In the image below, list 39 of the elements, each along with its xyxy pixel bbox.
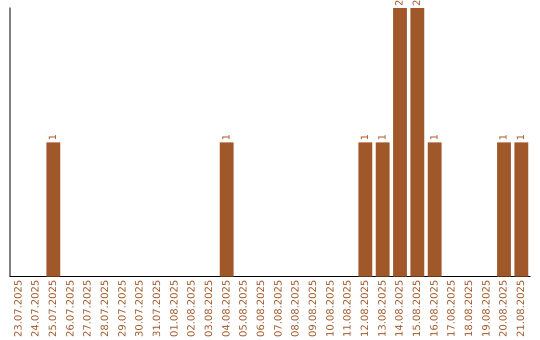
x-tick-label: 18.08.2025 (464, 280, 475, 338)
x-tick-label: 29.07.2025 (117, 280, 128, 338)
x-tick-label: 13.08.2025 (377, 280, 388, 338)
data-label: 1 (516, 134, 527, 140)
x-tick-label: 28.07.2025 (100, 280, 111, 338)
x-tick-label: 14.08.2025 (394, 280, 406, 338)
x-tick-label: 02.08.2025 (186, 280, 198, 338)
data-label: 1 (221, 134, 232, 140)
x-tick-label: 26.07.2025 (65, 280, 76, 338)
x-tick-label: 17.08.2025 (446, 280, 458, 338)
x-tick-label: 25.07.2025 (48, 280, 59, 338)
x-tick-label: 01.08.2025 (169, 280, 180, 338)
x-tick-label: 10.08.2025 (325, 280, 336, 338)
data-label: 1 (377, 134, 388, 140)
x-tick-label: 20.08.2025 (498, 280, 510, 338)
x-tick-label: 16.08.2025 (429, 280, 440, 338)
x-tick-label: 05.08.2025 (238, 280, 250, 338)
x-tick-label: 15.08.2025 (412, 280, 423, 338)
data-label: 2 (394, 0, 406, 6)
x-tick-label: 23.07.2025 (13, 280, 24, 338)
data-label: 1 (498, 134, 510, 140)
x-tick-label: 09.08.2025 (308, 280, 319, 338)
x-tick-label: 03.08.2025 (204, 280, 215, 338)
x-tick-label: 11.08.2025 (342, 280, 354, 338)
data-label: 1 (48, 134, 59, 140)
x-tick-label: 30.07.2025 (134, 280, 146, 338)
x-tick-label: 07.08.2025 (273, 280, 284, 338)
x-tick-label: 12.08.2025 (360, 280, 371, 338)
x-tick-label: 19.08.2025 (481, 280, 492, 338)
x-tick-label: 08.08.2025 (290, 280, 302, 338)
data-label: 1 (429, 134, 440, 140)
data-label: 1 (360, 134, 371, 140)
x-tick-label: 21.08.2025 (516, 280, 527, 338)
x-tick-label: 24.07.2025 (30, 280, 42, 338)
x-tick-label: 31.07.2025 (152, 280, 163, 338)
data-label: 2 (412, 0, 423, 6)
x-tick-label: 04.08.2025 (221, 280, 232, 338)
x-tick-label: 27.07.2025 (82, 280, 94, 338)
x-tick-label: 06.08.2025 (256, 280, 267, 338)
